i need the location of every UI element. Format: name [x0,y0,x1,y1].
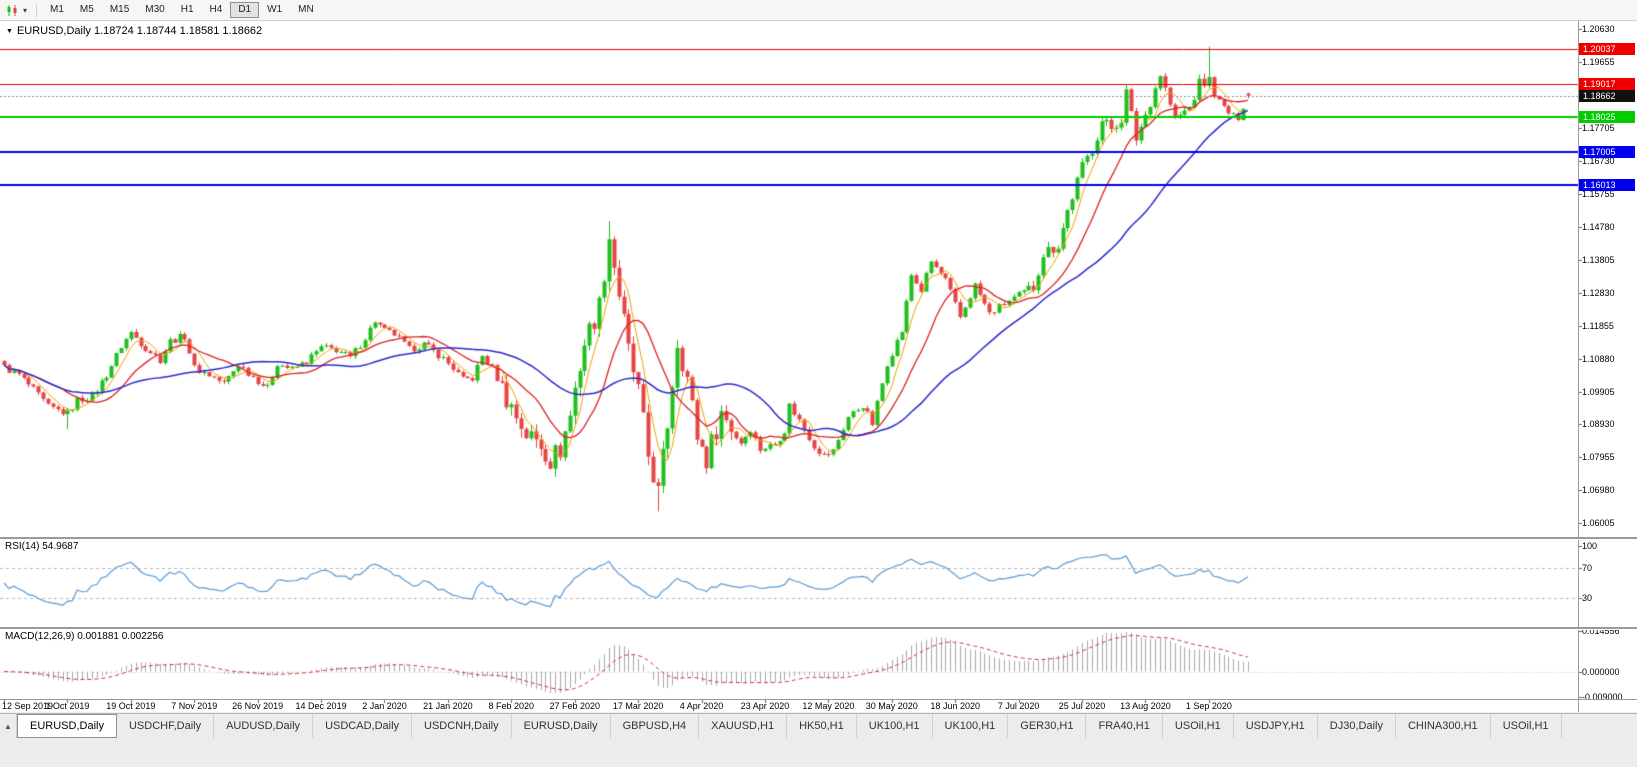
date-axis-label: 13 Aug 2020 [1120,701,1171,711]
price-axis-tick: 1.16730 [1582,155,1615,166]
chart-canvas[interactable] [0,20,1637,712]
price-axis-tick: 1.15755 [1582,188,1615,199]
price-level-badge: 1.20037 [1579,43,1635,56]
chart-type-icon[interactable] [4,3,22,17]
toolbar-separator [36,3,38,17]
chart-tabs: EURUSD,Daily USDCHF,Daily AUDUSD,Daily USDC… [17,714,1562,738]
timeframe-button-h1[interactable]: H1 [180,4,194,15]
date-axis-label: 23 Apr 2020 [740,701,790,711]
price-axis-line [1578,20,1579,712]
chart-title-dropdown-icon[interactable]: ▼ [6,27,13,35]
price-axis-tick: 1.09905 [1582,386,1615,397]
chart-tab-uk100-h1[interactable]: UK100,H1 [856,714,933,738]
date-axis-label: 30 May 2020 [865,701,918,711]
price-axis-tick: 1.07955 [1582,452,1615,463]
rsi-axis-tick: 30 [1582,592,1593,603]
chart-tab-xauusd-h1[interactable]: XAUUSD,H1 [699,714,788,738]
price-axis-tick: 1.10880 [1582,353,1615,364]
status-area [0,737,1637,767]
price-level-badge: 1.17005 [1579,145,1635,158]
price-axis-tick: 1.19655 [1582,57,1615,68]
price-axis-tick: 1.17705 [1582,122,1615,133]
chart-tab-dj30-daily[interactable]: DJ30,Daily [1317,714,1396,738]
chart-tab-eurusd-daily[interactable]: EURUSD,Daily [17,714,117,738]
date-axis-label: 4 Apr 2020 [679,701,724,711]
date-axis-label: 14 Dec 2019 [295,701,347,711]
chart-tab-hk50-h1[interactable]: HK50,H1 [787,714,857,738]
date-axis-label: 21 Jan 2020 [423,701,473,711]
date-axis-line [0,699,1637,700]
chart-tab-usdchf-daily[interactable]: USDCHF,Daily [116,714,215,738]
price-axis-tick: 1.12830 [1582,287,1615,298]
date-axis-label: 18 Jun 2020 [930,701,980,711]
timeframe-button-m30[interactable]: M30 [145,4,165,15]
timeframe-button-m15[interactable]: M15 [109,4,130,15]
date-axis-label: 25 Jul 2020 [1058,701,1106,711]
macd-label: MACD(12,26,9) 0.001881 0.002256 [5,631,164,642]
price-axis-tick: 1.20630 [1582,24,1615,35]
price-level-badge: 1.16013 [1579,179,1635,192]
rsi-pane-splitter[interactable] [0,537,1637,540]
chart-tab-gbpusd-h4[interactable]: GBPUSD,H4 [610,714,700,738]
chart-tabs-bar: ▲ EURUSD,Daily USDCHF,Daily AUDUSD,Daily US… [0,713,1637,738]
timeframe-buttons: M1 M5 M15 M30 H1 H4 D1 W1 MN [42,2,322,18]
date-axis-label: 27 Feb 2020 [549,701,600,711]
price-level-badge: 1.18025 [1579,111,1635,124]
chart-tab-usoil-h1[interactable]: USOil,H1 [1162,714,1234,738]
price-axis-tick: 1.14780 [1582,221,1615,232]
macd-axis-tick: 0.000000 [1582,666,1620,677]
chart-title-text: EURUSD,Daily 1.18724 1.18744 1.18581 1.1… [16,25,263,37]
timeframe-button-m5[interactable]: M5 [79,4,94,15]
rsi-label: RSI(14) 54.9687 [5,541,79,552]
chart-tab-fra40-h1[interactable]: FRA40,H1 [1086,714,1163,738]
chart-area[interactable]: ▼ EURUSD,Daily 1.18724 1.18744 1.18581 1… [0,20,1637,712]
price-axis-tick: 1.13805 [1582,254,1615,265]
current-price-badge: 1.18662 [1579,89,1635,102]
chart-tab-audusd-daily[interactable]: AUDUSD,Daily [214,714,314,738]
date-axis-label: 12 Sep 2019 [2,701,54,711]
date-axis-label: 2 Jan 2020 [362,701,407,711]
top-toolbar: ▾ M1 M5 M15 M30 H1 H4 D1 W1 MN [0,0,1637,21]
price-axis-tick: 1.08930 [1582,419,1615,430]
date-axis-label: 17 Mar 2020 [612,701,664,711]
macd-axis-tick: -0.009000 [1582,691,1623,702]
date-axis-label: 19 Oct 2019 [106,701,156,711]
rsi-axis-tick: 70 [1582,563,1593,574]
date-axis-label: 8 Feb 2020 [488,701,535,711]
chart-tab-usdjpy-h1[interactable]: USDJPY,H1 [1233,714,1318,738]
macd-axis-tick: 0.014556 [1582,625,1620,636]
date-axis-label: 7 Nov 2019 [171,701,218,711]
chart-tab-china300-h1[interactable]: CHINA300,H1 [1395,714,1491,738]
chart-list-icon[interactable]: ▲ [0,714,17,738]
timeframe-button-d1[interactable]: D1 [230,2,260,18]
timeframe-button-w1[interactable]: W1 [267,4,283,15]
date-axis-label: 1 Oct 2019 [45,701,90,711]
chart-title: ▼ EURUSD,Daily 1.18724 1.18744 1.18581 1… [6,25,262,37]
macd-pane-splitter[interactable] [0,627,1637,630]
timeframe-button-h4[interactable]: H4 [209,4,223,15]
date-axis-label: 12 May 2020 [802,701,855,711]
rsi-axis-tick: 100 [1582,541,1598,552]
price-axis-tick: 1.11855 [1582,320,1614,331]
chart-tab-usdcnh-daily[interactable]: USDCNH,Daily [412,714,512,738]
chart-tab-uk100-h1[interactable]: UK100,H1 [932,714,1009,738]
chart-tab-usdcad-daily[interactable]: USDCAD,Daily [313,714,413,738]
chart-tab-usoil-h1[interactable]: USOil,H1 [1490,714,1562,738]
price-level-badge: 1.19017 [1579,77,1635,90]
date-axis-label: 1 Sep 2020 [1185,701,1232,711]
timeframe-button-m1[interactable]: M1 [50,4,64,15]
chart-tab-eurusd-daily[interactable]: EURUSD,Daily [511,714,611,738]
timeframe-button-mn[interactable]: MN [298,4,314,15]
date-axis-label: 26 Nov 2019 [232,701,284,711]
price-axis-tick: 1.06980 [1582,485,1615,496]
date-axis-label: 7 Jul 2020 [997,701,1040,711]
price-axis-tick: 1.06005 [1582,518,1615,529]
chart-type-dropdown-icon[interactable]: ▾ [23,5,28,15]
chart-tab-ger30-h1[interactable]: GER30,H1 [1008,714,1087,738]
